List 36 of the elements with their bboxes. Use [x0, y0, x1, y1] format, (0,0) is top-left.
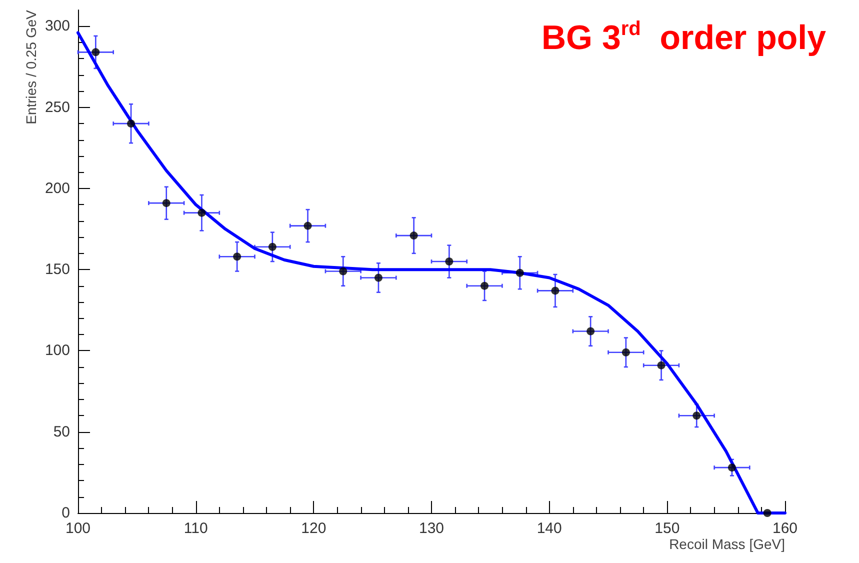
point	[162, 199, 170, 208]
x-tick-label: 100	[65, 520, 91, 537]
y-tick-label: 50	[53, 423, 70, 440]
x-tick-label: 120	[301, 520, 326, 537]
point	[728, 464, 736, 472]
point	[445, 258, 454, 266]
y-tick-label: 0	[62, 504, 70, 522]
point	[410, 232, 418, 240]
x-tick-label: 140	[536, 520, 562, 537]
point	[127, 120, 136, 128]
y-axis-title: Entries / 0.25 GeV	[23, 9, 39, 124]
point	[92, 48, 100, 56]
x-axis-title: Recoil Mass [GeV]	[669, 536, 785, 552]
y-tick-label: 150	[44, 261, 70, 278]
point	[516, 268, 524, 277]
x-tick-label: 130	[418, 520, 444, 537]
point	[622, 348, 630, 356]
y-tick-label: 250	[44, 98, 70, 116]
x-tick-label: 110	[184, 520, 208, 537]
point	[763, 509, 772, 517]
point	[374, 274, 382, 282]
point	[268, 242, 276, 251]
point	[551, 286, 560, 295]
y-tick-label: 100	[44, 342, 70, 360]
point	[233, 252, 242, 261]
point	[586, 327, 595, 336]
point	[198, 208, 206, 217]
point	[304, 222, 312, 230]
x-tick-label: 150	[654, 520, 680, 537]
point	[339, 267, 348, 276]
point	[692, 412, 701, 420]
x-tick-label: 160	[772, 520, 798, 537]
point	[480, 282, 489, 290]
y-tick-label: 300	[44, 18, 70, 35]
point	[657, 361, 666, 370]
y-tick-label: 200	[44, 180, 70, 197]
